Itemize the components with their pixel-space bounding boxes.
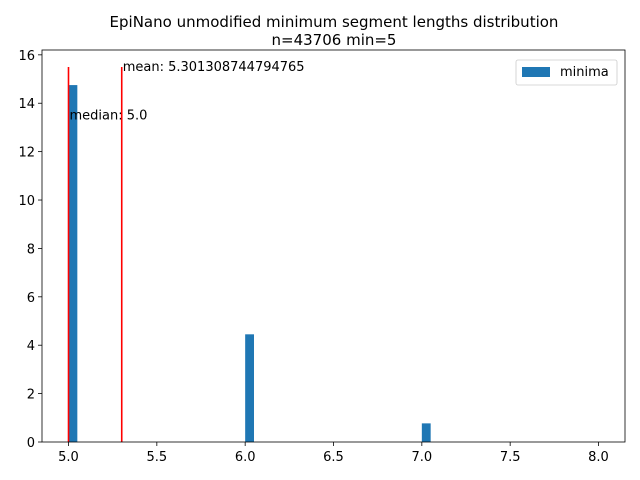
bars-layer: [68, 85, 431, 442]
y-tick-label: 14: [18, 97, 35, 112]
y-tick-label: 0: [27, 436, 35, 451]
y-tick-label: 4: [27, 339, 35, 354]
histogram-bar: [68, 85, 78, 442]
y-tick-label: 6: [27, 291, 35, 306]
y-tick-label: 16: [18, 49, 35, 64]
legend-swatch: [522, 67, 550, 77]
x-tick-label: 5.5: [146, 450, 167, 465]
x-tick-label: 5.0: [58, 450, 79, 465]
y-axis: 0 2 4 6 8 10 12 14 16: [18, 49, 42, 451]
x-tick-label: 7.0: [411, 450, 432, 465]
y-tick-label: 10: [18, 194, 35, 209]
x-tick-label: 7.5: [500, 450, 521, 465]
x-tick-label: 6.0: [235, 450, 256, 465]
legend-box: [515, 59, 618, 86]
legend: minima: [515, 59, 618, 86]
x-axis: 5.0 5.5 6.0 6.5 7.0 7.5 8.0: [58, 442, 609, 465]
chart-title: EpiNano unmodified minimum segment lengt…: [110, 13, 559, 31]
histogram-bar: [245, 334, 254, 442]
mean-label: mean: 5.301308744794765: [123, 60, 305, 75]
plot-frame: [41, 49, 626, 443]
x-tick-label: 6.5: [323, 450, 344, 465]
legend-label: minima: [560, 65, 609, 80]
chart-subtitle: n=43706 min=5: [272, 31, 397, 49]
histogram-bar: [421, 423, 431, 442]
reference-lines-layer: median: 5.0 mean: 5.301308744794765: [67, 60, 305, 442]
y-tick-label: 12: [18, 146, 35, 161]
y-tick-label: 8: [27, 242, 35, 257]
x-tick-label: 8.0: [588, 450, 609, 465]
median-label: median: 5.0: [70, 108, 148, 123]
y-tick-label: 2: [27, 388, 35, 403]
